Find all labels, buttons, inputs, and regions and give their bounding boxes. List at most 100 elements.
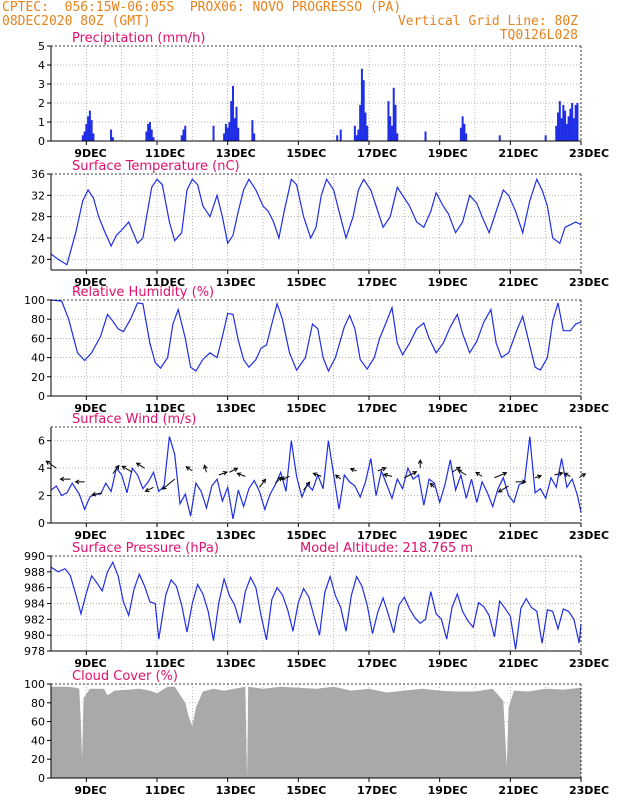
precipitation-bar	[85, 123, 88, 141]
pressure-xtick-label: 15DEC	[286, 657, 326, 670]
pressure-ytick-label: 990	[24, 550, 45, 563]
wind-arrow-shaft	[203, 465, 207, 473]
wind-arrow-shaft	[457, 469, 467, 476]
wind-arrow-head	[305, 481, 311, 487]
pressure-xtick-label: 9DEC	[74, 657, 106, 670]
wind-arrow-shaft	[350, 468, 357, 472]
precipitation-bar	[235, 106, 238, 141]
wind-arrow-shaft	[404, 471, 417, 479]
precipitation-bar	[424, 131, 427, 141]
temperature-ytick-label: 20	[31, 253, 45, 266]
humidity-xtick-label: 13DEC	[216, 402, 256, 415]
precipitation-bar	[461, 116, 464, 141]
precipitation-bar	[389, 116, 392, 141]
precipitation-bar	[387, 101, 390, 141]
precipitation-bar	[571, 103, 574, 141]
cloud-cover-xtick-label: 21DEC	[498, 784, 538, 797]
precipitation-bar	[359, 104, 362, 141]
wind-title: Surface Wind (m/s)	[72, 412, 196, 427]
pressure-ytick-label: 980	[24, 629, 45, 642]
cloud-cover-xtick-label: 17DEC	[357, 784, 397, 797]
humidity-xtick-label: 17DEC	[357, 402, 397, 415]
wind-arrow-head	[381, 466, 387, 472]
precipitation-bar	[364, 112, 367, 141]
precipitation-bar	[562, 104, 565, 141]
temperature-xtick-label: 9DEC	[74, 276, 106, 289]
precipitation-bar	[558, 101, 561, 141]
humidity-title: Relative Humidity (%)	[72, 285, 214, 300]
wind-arrow-shaft	[475, 471, 483, 477]
cloud-cover-area	[51, 686, 581, 778]
wind-arrow-head	[334, 474, 340, 479]
wind-arrow-head	[280, 476, 286, 481]
precipitation-bar	[353, 125, 356, 141]
precipitation-bar	[560, 118, 563, 141]
humidity-xtick-label: 11DEC	[145, 402, 185, 415]
humidity-series-line	[50, 299, 582, 373]
wind-xtick-label: 13DEC	[216, 529, 256, 542]
cloud-cover-ytick-label: 40	[31, 734, 45, 747]
precipitation-bar	[148, 122, 151, 141]
wind-ytick-label: 0	[38, 517, 45, 530]
precipitation-xtick-label: 17DEC	[357, 147, 397, 160]
precipitation-bar	[147, 123, 150, 141]
wind-arrow-head	[144, 487, 150, 492]
precipitation-bar	[226, 127, 229, 141]
wind-arrow-shaft	[377, 467, 387, 472]
pressure-xtick-label: 13DEC	[216, 657, 256, 670]
wind-arrow-shaft	[136, 462, 145, 469]
wind-arrow-head	[457, 469, 463, 474]
wind-arrow-head	[349, 467, 355, 473]
temperature-ytick-label: 32	[31, 189, 45, 202]
wind-arrow-shaft	[145, 486, 154, 492]
humidity-ytick-label: 40	[31, 352, 45, 365]
wind-arrow-shaft	[162, 478, 175, 490]
wind-arrow-head	[185, 466, 191, 471]
temperature-xtick-label: 19DEC	[428, 276, 468, 289]
wind-arrow-head	[45, 460, 51, 465]
precipitation-ytick-label: 4	[38, 59, 45, 72]
wind-arrow-head	[558, 471, 564, 477]
wind-arrow-shaft	[237, 472, 246, 477]
precipitation-bar	[253, 133, 256, 141]
precipitation-bar	[92, 133, 95, 141]
precipitation-bar	[90, 120, 93, 141]
temperature-ytick-label: 24	[31, 232, 45, 245]
wind-arrow-head	[312, 472, 318, 477]
precipitation-bar	[394, 104, 397, 141]
cloud-cover-ytick-label: 20	[31, 753, 45, 766]
pressure-title: Surface Pressure (hPa)	[72, 541, 219, 556]
precipitation-bar	[463, 123, 466, 141]
precipitation-xtick-label: 13DEC	[216, 147, 256, 160]
header-line-2-left: 08DEC2020 80Z (GMT)	[2, 14, 151, 29]
humidity-xtick-label: 9DEC	[74, 402, 106, 415]
precipitation-ytick-label: 2	[38, 97, 45, 110]
temperature-xtick-label: 15DEC	[286, 276, 326, 289]
pressure-annotation: Model Altitude: 218.765 m	[300, 541, 473, 556]
precipitation-bar	[567, 116, 570, 141]
wind-xtick-label: 15DEC	[286, 529, 326, 542]
precipitation-bar	[366, 125, 369, 141]
pressure-series-line	[50, 560, 582, 650]
humidity-xtick-label: 23DEC	[569, 402, 609, 415]
wind-arrow-head	[417, 459, 423, 464]
wind-ytick-label: 2	[38, 490, 45, 503]
pressure-ytick-label: 986	[24, 582, 45, 595]
wind-arrow-head	[429, 482, 435, 488]
precipitation-bar	[230, 101, 233, 141]
humidity-ytick-label: 100	[24, 294, 45, 307]
precipitation-bar	[251, 120, 254, 141]
temperature-title: Surface Temperature (nC)	[72, 159, 240, 174]
cloud-cover-xtick-label: 15DEC	[286, 784, 326, 797]
wind-arrow-shaft	[92, 492, 103, 496]
cloud-cover-xtick-label: 11DEC	[145, 784, 185, 797]
precipitation-bar	[557, 112, 560, 141]
wind-arrow-head	[382, 472, 388, 478]
precipitation-ytick-label: 5	[38, 40, 45, 53]
precipitation-bar	[233, 118, 236, 141]
wind-arrow-shaft	[186, 466, 193, 472]
pressure-ytick-label: 988	[24, 566, 45, 579]
precipitation-ytick-label: 3	[38, 78, 45, 91]
wind-arrow-head	[135, 462, 141, 467]
header-line-3-right: TQ0126L028	[499, 28, 578, 43]
